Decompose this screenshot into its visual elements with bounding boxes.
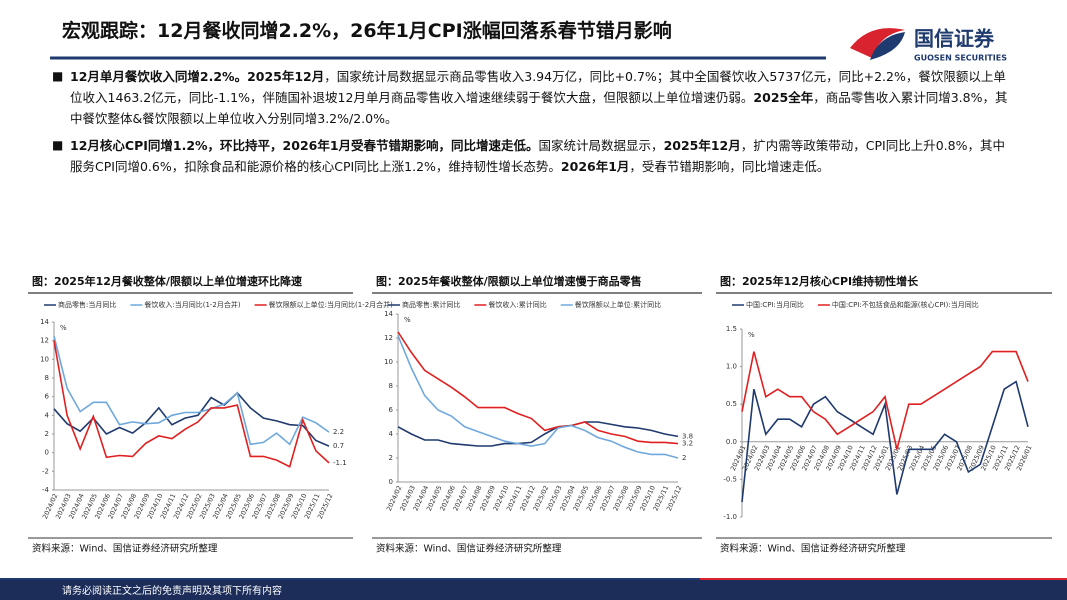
y-tick-label: 12 xyxy=(384,334,393,342)
legend-label: 商品零售:累计同比 xyxy=(402,300,460,309)
end-label: -1.1 xyxy=(333,459,347,467)
end-label: 3.8 xyxy=(682,432,693,440)
y-tick-label: -4 xyxy=(42,486,50,494)
footer-text: 请务必阅读正文之后的免责声明及其项下所有内容 xyxy=(62,584,282,597)
y-tick-label: 0 xyxy=(45,449,49,457)
y-tick-label: 6 xyxy=(45,393,50,401)
y-tick-label: 8 xyxy=(45,374,49,382)
legend-label: 餐饮收入:累计同比 xyxy=(488,300,546,309)
legend-label: 中国:CPI:不包括食品和能源(核心CPI):当月同比 xyxy=(832,300,979,309)
page-title: 宏观跟踪：12月餐收同增2.2%，26年1月CPI涨幅回落系春节错月影响 xyxy=(62,20,672,42)
y-tick-label: 8 xyxy=(389,382,393,390)
legend-label: 餐饮限额以上单位:累计同比 xyxy=(575,300,661,309)
bullet-text: ，商品零售收入累计同增3.8%，其中餐饮整体&餐饮限额以上单位收入分别同增3.2… xyxy=(70,90,1008,126)
bullet-text: 国家统计局数据显示， xyxy=(538,138,664,153)
y-tick-label: -1.0 xyxy=(723,513,737,521)
series-line xyxy=(397,331,679,445)
y-tick-label: -0.5 xyxy=(723,475,737,483)
footer-stripe xyxy=(0,578,700,580)
legend-label: 商品零售:当月同比 xyxy=(58,300,116,309)
y-tick-label: 2 xyxy=(45,430,49,438)
end-label: 0.7 xyxy=(333,442,344,450)
legend-label: 餐饮收入:当月同比(1-2月合并) xyxy=(144,300,241,309)
y-tick-label: 12 xyxy=(40,337,49,345)
source: 资料来源：Wind、国信证券经济研究所整理 xyxy=(720,543,906,555)
unit-label: % xyxy=(404,316,411,324)
y-tick-label: 4 xyxy=(45,411,50,419)
y-tick-label: -2 xyxy=(42,467,49,475)
bullets: 12月单月餐饮收入同增2.2%。2025年12月，国家统计局数据显示商品零售收入… xyxy=(52,66,1012,183)
series-line xyxy=(53,335,330,446)
series-line xyxy=(741,380,1029,503)
y-tick-label: 2 xyxy=(389,454,393,462)
series-line xyxy=(53,340,330,468)
bullet-text: 2025全年 xyxy=(753,90,814,105)
unit-label: % xyxy=(60,324,67,332)
bullet-text: ，扩内需等政策带动，CPI同比上升0.8%，其中服务CPI同增0.6%，扣除食品… xyxy=(70,138,1005,174)
series-line xyxy=(397,335,679,459)
logo-en: GUOSEN SECURITIES xyxy=(914,54,1007,63)
bullet-text: ，受春节错期影响，同比增速走低。 xyxy=(629,159,830,174)
source: 资料来源：Wind、国信证券经济研究所整理 xyxy=(32,543,218,555)
bullet-text: 12月单月餐饮收入同增2.2%。2025年12月 xyxy=(70,69,325,84)
footer-bar xyxy=(0,580,1067,600)
y-tick-label: 14 xyxy=(384,310,393,318)
bullet-text: 12月核心CPI同增1.2%，环比持平，2026年1月受春节错期影响，同比增速走… xyxy=(70,138,539,153)
y-tick-label: 1.5 xyxy=(726,325,737,333)
y-tick-label: 0 xyxy=(389,478,393,486)
y-tick-label: 10 xyxy=(40,355,49,363)
logo-red xyxy=(850,28,905,58)
bullet-text: ，国家统计局数据显示商品零售收入3.94万亿，同比+0.7%；其中全国餐饮收入5… xyxy=(70,69,1006,105)
bullet: 12月核心CPI同增1.2%，环比持平，2026年1月受春节错期影响，同比增速走… xyxy=(52,135,1012,177)
end-label: 2.2 xyxy=(333,428,344,436)
y-tick-label: 6 xyxy=(389,406,394,414)
logo-cn: 国信证券 xyxy=(914,27,995,51)
end-label: 2 xyxy=(682,454,686,462)
y-tick-label: 1.0 xyxy=(726,363,737,371)
chart-title: 图：2025年12月核心CPI维持韧性增长 xyxy=(720,274,919,288)
bullet: 12月单月餐饮收入同增2.2%。2025年12月，国家统计局数据显示商品零售收入… xyxy=(52,66,1012,129)
y-tick-label: 0.0 xyxy=(726,438,737,446)
logo-blue xyxy=(870,32,905,60)
chart-title: 图：2025年餐收整体/限额以上单位增速慢于商品零售 xyxy=(376,274,642,288)
y-tick-label: 0.5 xyxy=(726,400,737,408)
y-tick-label: 10 xyxy=(384,358,393,366)
end-label: 3.2 xyxy=(682,440,693,448)
chart-title: 图：2025年12月餐收整体/限额以上单位增速环比降速 xyxy=(32,274,302,288)
series-line xyxy=(397,421,679,447)
bullet-text: 2026年1月 xyxy=(560,159,630,174)
bullet-text: 2025年12月 xyxy=(663,138,741,153)
unit-label: % xyxy=(748,331,755,339)
y-tick-label: 4 xyxy=(389,430,394,438)
series-line xyxy=(53,391,330,447)
legend-label: 中国:CPI:当月同比 xyxy=(746,300,804,309)
source: 资料来源：Wind、国信证券经济研究所整理 xyxy=(376,543,562,555)
footer-stripe xyxy=(700,578,1067,580)
legend-label: 餐饮限额以上单位:当月同比(1-2月合并) xyxy=(269,300,394,309)
series-line xyxy=(741,350,1029,450)
y-tick-label: 14 xyxy=(40,318,49,326)
